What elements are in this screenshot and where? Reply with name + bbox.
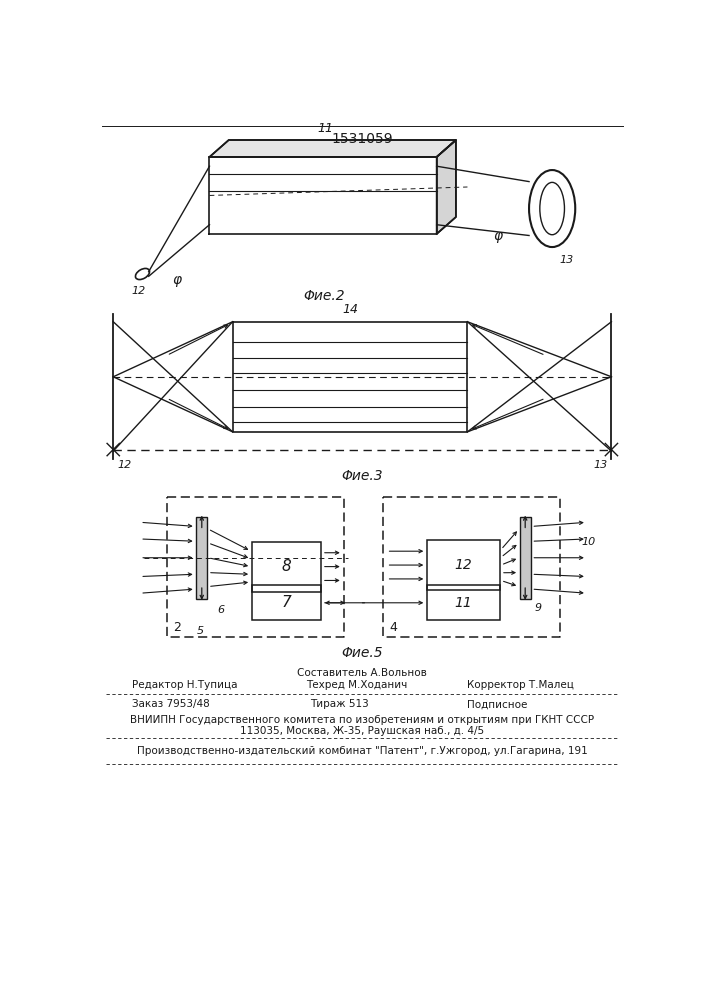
Text: Заказ 7953/48: Заказ 7953/48: [132, 699, 210, 709]
Text: 9: 9: [534, 603, 542, 613]
Text: 1531059: 1531059: [332, 132, 393, 146]
Text: 11: 11: [317, 122, 333, 135]
Text: Φие.5: Φие.5: [341, 646, 383, 660]
Text: Производственно-издательский комбинат "Патент", г.Ужгород, ул.Гагарина, 191: Производственно-издательский комбинат "П…: [137, 746, 588, 756]
Text: 13: 13: [593, 460, 607, 470]
Text: Φие.3: Φие.3: [341, 469, 383, 483]
Text: Подписное: Подписное: [467, 699, 528, 709]
Text: $\varphi$: $\varphi$: [172, 274, 182, 289]
Text: 6: 6: [218, 605, 225, 615]
Text: Корректор Т.Малец: Корректор Т.Малец: [467, 680, 574, 690]
Text: 14: 14: [342, 303, 358, 316]
Text: 7: 7: [281, 595, 291, 610]
Text: 2: 2: [173, 621, 181, 634]
Text: 5: 5: [197, 626, 204, 636]
Text: Тираж 513: Тираж 513: [310, 699, 368, 709]
Text: Редактор Н.Тупица: Редактор Н.Тупица: [132, 680, 238, 690]
Text: 4: 4: [389, 621, 397, 634]
Text: 12: 12: [132, 286, 146, 296]
Text: 12: 12: [455, 558, 472, 572]
Text: Техред М.Ходанич: Техред М.Ходанич: [305, 680, 407, 690]
Text: 113035, Москва, Ж-35, Раушская наб., д. 4/5: 113035, Москва, Ж-35, Раушская наб., д. …: [240, 726, 484, 736]
Polygon shape: [520, 517, 530, 599]
Text: 12: 12: [117, 460, 132, 470]
Text: 8: 8: [281, 559, 291, 574]
Text: 13: 13: [560, 255, 574, 265]
Text: 10: 10: [581, 537, 596, 547]
Text: Φие.2: Φие.2: [303, 289, 344, 303]
Polygon shape: [209, 140, 456, 157]
Text: Составитель А.Вольнов: Составитель А.Вольнов: [298, 668, 427, 678]
Polygon shape: [437, 140, 456, 234]
Polygon shape: [197, 517, 207, 599]
Text: ВНИИПН Государственного комитета по изобретениям и открытиям при ГКНТ СССР: ВНИИПН Государственного комитета по изоб…: [130, 715, 595, 725]
Text: $\varphi$: $\varphi$: [493, 230, 503, 245]
Text: 11: 11: [455, 596, 472, 610]
